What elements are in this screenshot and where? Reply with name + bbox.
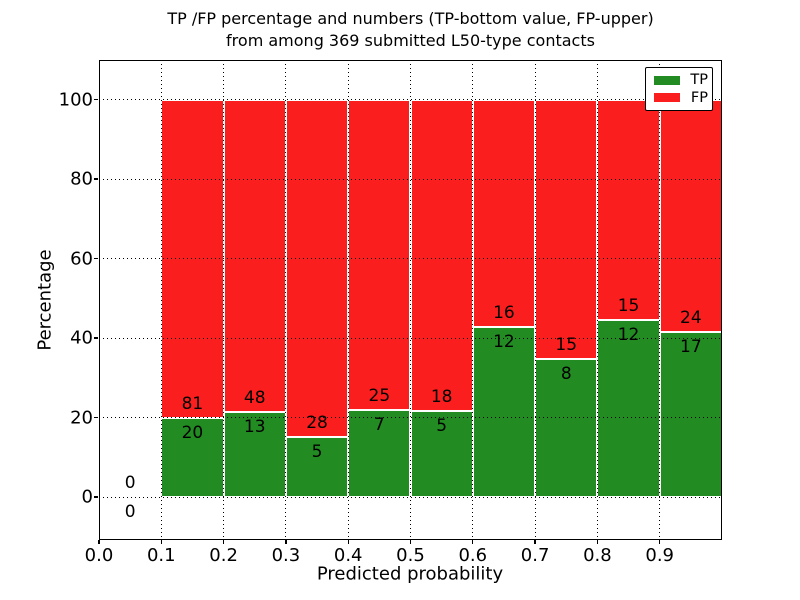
x-tick-label: 0.0 bbox=[84, 545, 114, 566]
tp-count-label: 7 bbox=[373, 415, 385, 436]
y-tick-label: 60 bbox=[70, 248, 93, 270]
legend-label-fp: FP bbox=[690, 89, 708, 106]
x-tick bbox=[409, 540, 412, 544]
x-tick-label: 0.2 bbox=[209, 545, 238, 566]
x-tick bbox=[285, 540, 287, 544]
x-tick-label: 0.8 bbox=[583, 545, 612, 566]
y-axis-label: Percentage bbox=[34, 249, 56, 351]
tp-count-label: 5 bbox=[436, 415, 448, 436]
fp-count-label: 18 bbox=[430, 386, 453, 407]
legend-item-fp: FP bbox=[654, 89, 708, 106]
y-tick-label: 0 bbox=[81, 486, 93, 508]
x-gridline bbox=[160, 60, 162, 540]
bar-tp bbox=[285, 436, 349, 497]
chart-title-line1: TP /FP percentage and numbers (TP-bottom… bbox=[167, 9, 654, 28]
x-tick bbox=[596, 540, 599, 544]
bar-fp bbox=[410, 99, 473, 411]
x-tick bbox=[98, 540, 100, 544]
y-tick bbox=[94, 257, 98, 260]
x-gridline bbox=[347, 60, 349, 540]
tp-count-label: 8 bbox=[560, 363, 572, 384]
fp-swatch-icon bbox=[654, 93, 680, 103]
tp-count-label: 20 bbox=[181, 423, 204, 444]
bar-tp bbox=[597, 320, 660, 497]
x-axis-label: Predicted probability bbox=[316, 563, 504, 585]
bar-fp bbox=[348, 99, 411, 411]
x-gridline bbox=[285, 60, 287, 540]
y-tick-label: 100 bbox=[58, 89, 93, 111]
bar-fp bbox=[659, 99, 722, 333]
x-tick bbox=[222, 540, 225, 544]
tp-swatch-icon bbox=[654, 75, 680, 85]
plot-area: TP FP 0 0 81 20 48 13 28 5 25 7 18 5 16 12 15 8 15 12 24 17 0… bbox=[59, 60, 722, 566]
chart-title-line2: from among 369 submitted L50-type contac… bbox=[226, 31, 595, 50]
x-tick-label: 0.9 bbox=[645, 545, 675, 566]
x-gridline bbox=[410, 60, 411, 540]
x-tick-label: 0.1 bbox=[146, 545, 176, 566]
fp-count-label: 25 bbox=[368, 386, 391, 407]
x-gridline bbox=[659, 60, 661, 540]
y-tick bbox=[94, 178, 98, 180]
legend-item-tp: TP bbox=[654, 73, 708, 88]
tp-count-label: 12 bbox=[493, 331, 515, 352]
x-gridline bbox=[472, 60, 474, 540]
bar-tp bbox=[659, 332, 722, 497]
bar-fp bbox=[472, 99, 536, 327]
bar-fp bbox=[223, 99, 286, 413]
x-tick bbox=[659, 540, 661, 544]
x-gridline bbox=[534, 60, 536, 540]
fp-count-label: 0 bbox=[124, 473, 136, 493]
bar-tp bbox=[472, 326, 536, 497]
bar-tp bbox=[161, 418, 224, 497]
x-gridline bbox=[596, 60, 598, 540]
bar-tp bbox=[535, 358, 598, 497]
x-tick bbox=[472, 540, 474, 544]
tp-count-label: 0 bbox=[124, 502, 136, 522]
y-tick-label: 80 bbox=[70, 168, 93, 190]
bar-tp bbox=[410, 410, 473, 497]
legend-label-tp: TP bbox=[690, 72, 708, 88]
fp-count-label: 24 bbox=[680, 308, 702, 329]
tp-count-label: 17 bbox=[680, 337, 702, 358]
x-tick-label: 0.3 bbox=[271, 545, 301, 566]
bar-fp bbox=[285, 99, 349, 437]
fp-count-label: 81 bbox=[181, 394, 204, 415]
fp-count-label: 15 bbox=[617, 296, 640, 317]
y-tick-label: 40 bbox=[70, 327, 93, 349]
fp-count-label: 48 bbox=[243, 388, 266, 409]
legend: TP FP bbox=[645, 67, 713, 111]
x-tick-label: 0.7 bbox=[520, 545, 550, 566]
fp-count-label: 15 bbox=[555, 334, 578, 355]
y-tick bbox=[94, 416, 98, 419]
bar-tp bbox=[223, 412, 286, 497]
tp-count-label: 5 bbox=[311, 441, 323, 462]
x-tick-label: 0.5 bbox=[396, 545, 425, 566]
y-tick-label: 20 bbox=[70, 407, 93, 429]
x-tick-label: 0.4 bbox=[333, 545, 363, 566]
bar-fp bbox=[597, 99, 660, 321]
fp-count-label: 28 bbox=[306, 412, 328, 433]
bar-tp bbox=[348, 410, 411, 497]
y-tick bbox=[94, 337, 98, 339]
y-tick bbox=[94, 98, 98, 101]
fp-count-label: 16 bbox=[493, 302, 515, 323]
chart-title: TP /FP percentage and numbers (TP-bottom… bbox=[99, 8, 722, 52]
tp-count-label: 13 bbox=[243, 417, 266, 438]
x-tick-label: 0.6 bbox=[458, 545, 488, 566]
x-tick bbox=[347, 540, 349, 544]
x-gridline bbox=[223, 60, 225, 540]
tp-count-label: 12 bbox=[617, 325, 640, 346]
x-tick bbox=[160, 540, 162, 544]
y-tick bbox=[94, 496, 98, 498]
bar-fp bbox=[535, 99, 598, 359]
x-tick bbox=[534, 540, 536, 544]
